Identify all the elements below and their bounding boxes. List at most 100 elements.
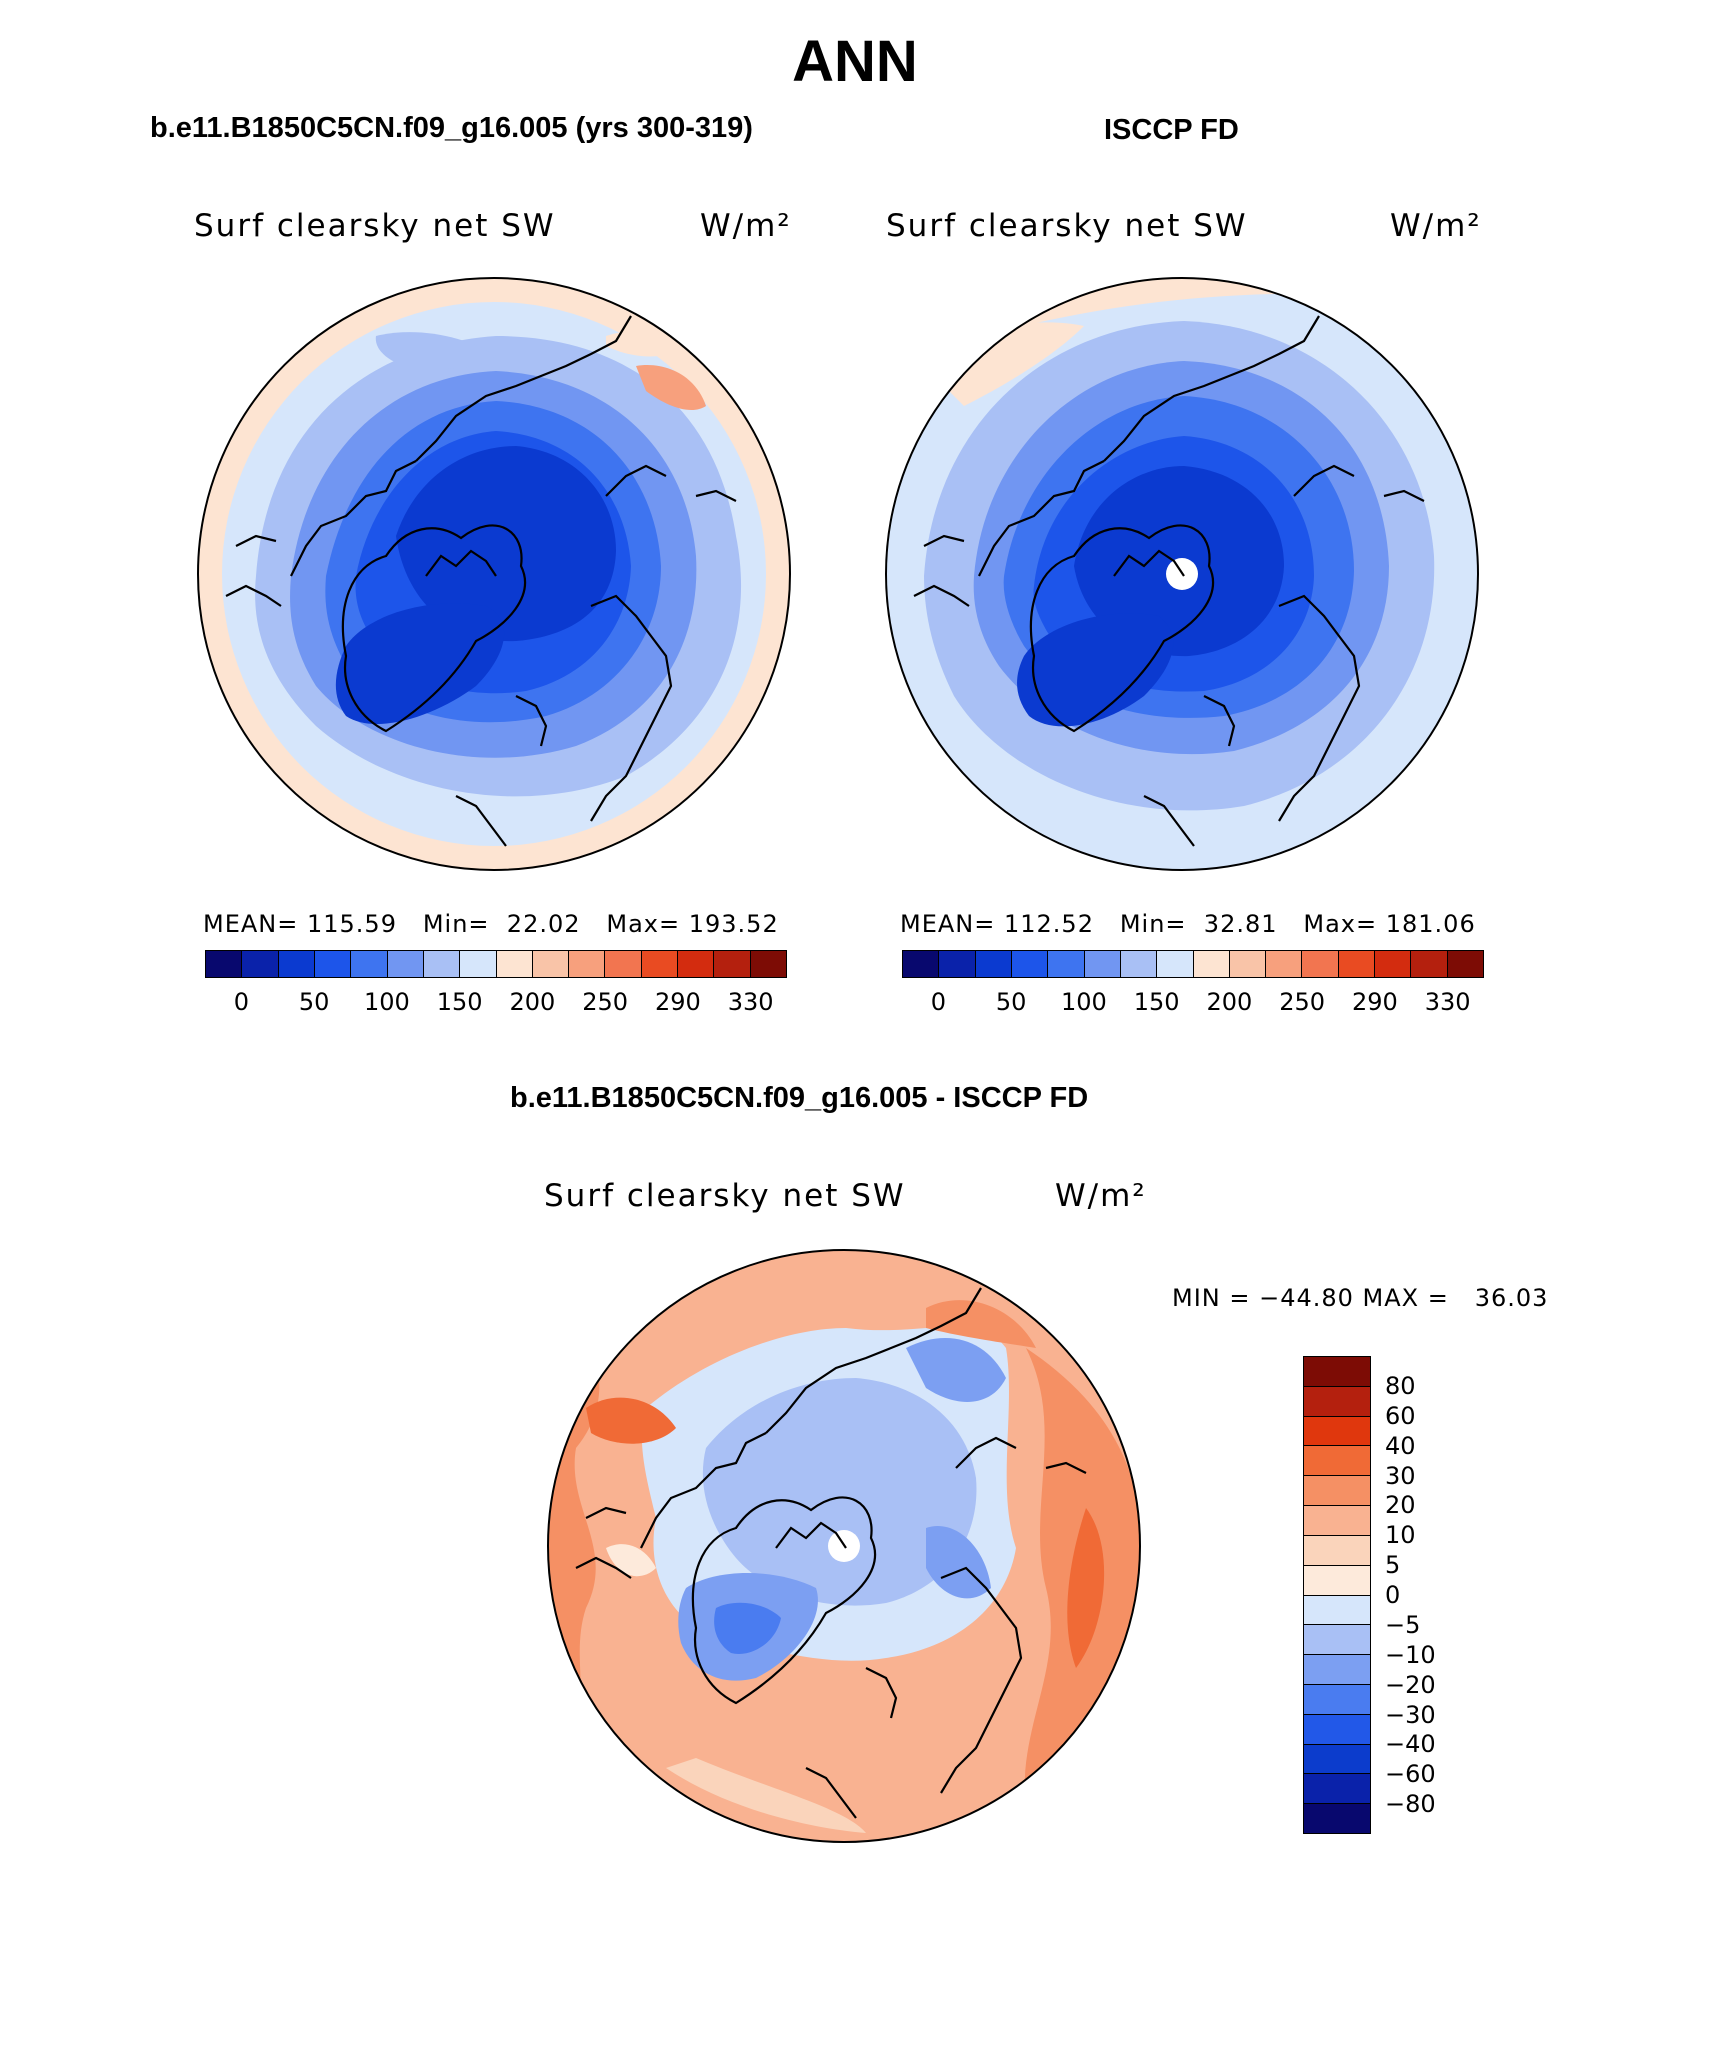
colorbar-swatch (1304, 1714, 1370, 1745)
colorbar-tick-label: 100 (363, 988, 410, 1016)
left-units-label: W/m² (700, 208, 792, 244)
colorbar-swatch (1266, 951, 1303, 977)
colorbar-tick-label: −10 (1385, 1640, 1436, 1669)
colorbar-tick-label: 0 (1385, 1581, 1401, 1609)
colorbar-swatch (1304, 1506, 1370, 1536)
colorbar-swatch (714, 951, 751, 977)
right-stats: MEAN= 112.52 Min= 32.81 Max= 181.06 (900, 910, 1476, 938)
diff-units-label: W/m² (1055, 1178, 1147, 1214)
colorbar-swatch (351, 951, 388, 977)
diff-colorbar-ticks: 80 60 40 30 20 10 5 0 −5 −10 −20 −30 −40 −60 −80 (1385, 1356, 1475, 1834)
left-colorbar-ticks: 0 50 100 150 200 250 290 330 (205, 988, 787, 1018)
colorbar-swatch (1304, 1595, 1370, 1626)
colorbar-tick-label: 80 (1385, 1371, 1416, 1400)
colorbar-tick-label: 250 (1279, 988, 1326, 1016)
colorbar-swatch (1120, 951, 1158, 977)
colorbar-tick-label: 290 (654, 988, 701, 1016)
colorbar-tick-label: 250 (582, 988, 629, 1016)
colorbar-swatch (1447, 951, 1483, 977)
colorbar-tick-label: −30 (1385, 1700, 1436, 1729)
colorbar-swatch (423, 951, 461, 977)
colorbar-tick-label: 20 (1385, 1491, 1416, 1520)
colorbar-swatch (903, 951, 940, 977)
colorbar-swatch (1304, 1565, 1370, 1596)
colorbar-swatch (1011, 951, 1049, 977)
colorbar-swatch (278, 951, 315, 977)
colorbar-tick-label: 100 (1060, 988, 1107, 1016)
colorbar-swatch (1375, 951, 1412, 977)
colorbar-tick-label: 150 (436, 988, 483, 1016)
diff-variable-label: Surf clearsky net SW (544, 1178, 906, 1214)
colorbar-swatch (1304, 1804, 1370, 1833)
colorbar-swatch (605, 951, 642, 977)
colorbar-tick-label: 0 (930, 988, 947, 1016)
colorbar-swatch (975, 951, 1012, 977)
colorbar-tick-label: −80 (1385, 1790, 1436, 1819)
colorbar-tick-label: 330 (727, 988, 774, 1016)
colorbar-swatch (678, 951, 715, 977)
colorbar-tick-label: 150 (1133, 988, 1180, 1016)
colorbar-swatch (1084, 951, 1121, 977)
figure-title: ANN (792, 29, 918, 94)
right-units-label: W/m² (1390, 208, 1482, 244)
colorbar-swatch (1304, 1357, 1370, 1387)
colorbar-swatch (569, 951, 606, 977)
colorbar-swatch (1304, 1386, 1370, 1417)
colorbar-tick-label: 0 (233, 988, 250, 1016)
colorbar-tick-label: 330 (1424, 988, 1471, 1016)
colorbar-swatch (641, 951, 679, 977)
colorbar-swatch (1304, 1774, 1370, 1805)
colorbar-swatch (206, 951, 243, 977)
colorbar-swatch (1304, 1655, 1370, 1685)
diff-polar-map (547, 1249, 1141, 1843)
colorbar-tick-label: −40 (1385, 1730, 1436, 1759)
colorbar-tick-label: −5 (1385, 1610, 1421, 1639)
left-stats: MEAN= 115.59 Min= 22.02 Max= 193.52 (203, 910, 779, 938)
left-colorbar (205, 950, 787, 978)
right-polar-map (885, 277, 1479, 871)
colorbar-swatch (1304, 1684, 1370, 1715)
colorbar-swatch (1157, 951, 1194, 977)
colorbar-swatch (1304, 1744, 1370, 1775)
colorbar-tick-label: 5 (1385, 1551, 1401, 1580)
colorbar-swatch (1411, 951, 1448, 977)
left-panel-title: b.e11.B1850C5CN.f09_g16.005 (yrs 300-319… (150, 112, 753, 144)
colorbar-swatch (387, 951, 424, 977)
right-colorbar (902, 950, 1484, 978)
colorbar-tick-label: 200 (1206, 988, 1253, 1016)
diff-colorbar (1303, 1356, 1371, 1834)
colorbar-tick-label: 50 (995, 988, 1027, 1016)
colorbar-swatch (314, 951, 352, 977)
colorbar-swatch (1304, 1476, 1370, 1507)
colorbar-tick-label: −60 (1385, 1760, 1436, 1789)
right-variable-label: Surf clearsky net SW (886, 208, 1248, 244)
colorbar-swatch (1304, 1446, 1370, 1477)
colorbar-swatch (1229, 951, 1267, 977)
diff-panel-title: b.e11.B1850C5CN.f09_g16.005 - ISCCP FD (510, 1082, 1089, 1114)
colorbar-swatch (1304, 1416, 1370, 1447)
right-colorbar-ticks: 0 50 100 150 200 250 290 330 (902, 988, 1484, 1018)
colorbar-tick-label: 290 (1351, 988, 1398, 1016)
colorbar-tick-label: −20 (1385, 1670, 1436, 1699)
left-variable-label: Surf clearsky net SW (194, 208, 556, 244)
colorbar-swatch (496, 951, 533, 977)
colorbar-tick-label: 30 (1385, 1461, 1416, 1490)
colorbar-swatch (1304, 1625, 1370, 1656)
colorbar-tick-label: 10 (1385, 1521, 1416, 1550)
colorbar-tick-label: 40 (1385, 1431, 1416, 1460)
colorbar-tick-label: 50 (298, 988, 330, 1016)
right-panel-title: ISCCP FD (1104, 114, 1239, 146)
colorbar-tick-label: 60 (1385, 1401, 1416, 1430)
diff-stats: MIN = −44.80 MAX = 36.03 (1172, 1284, 1549, 1312)
colorbar-tick-label: 200 (509, 988, 556, 1016)
colorbar-swatch (1302, 951, 1339, 977)
colorbar-swatch (532, 951, 570, 977)
colorbar-swatch (1048, 951, 1085, 977)
colorbar-swatch (1193, 951, 1230, 977)
colorbar-swatch (939, 951, 976, 977)
colorbar-swatch (1338, 951, 1376, 977)
colorbar-swatch (242, 951, 279, 977)
colorbar-swatch (460, 951, 497, 977)
colorbar-swatch (1304, 1535, 1370, 1566)
left-polar-map (197, 277, 791, 871)
